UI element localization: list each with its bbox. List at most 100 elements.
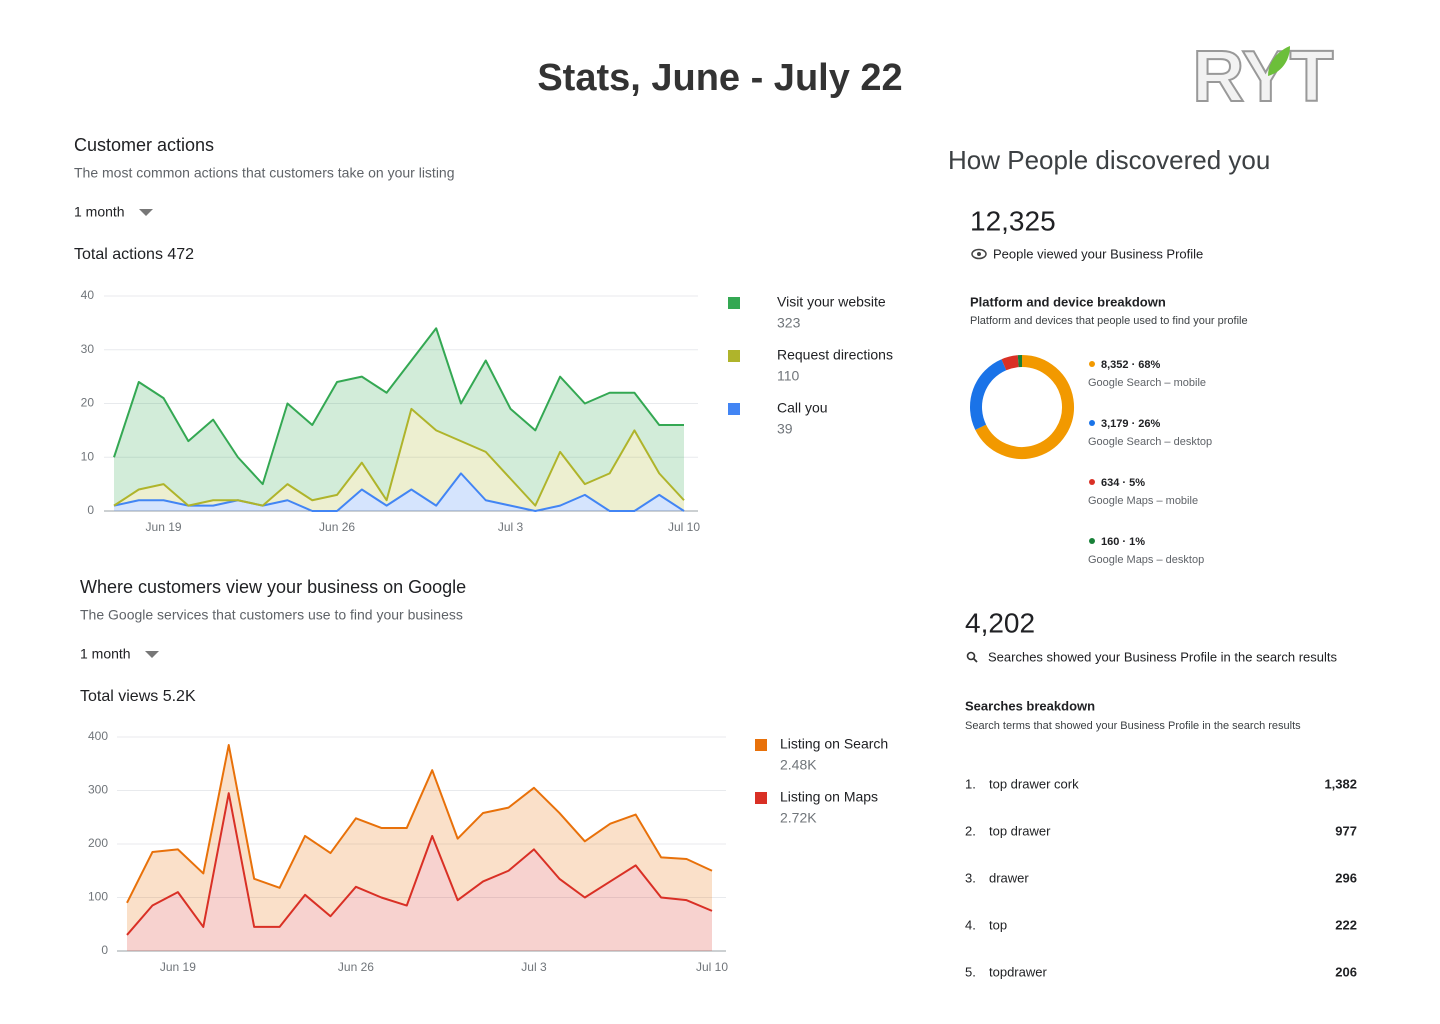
legend-total: 110 — [777, 368, 800, 384]
y-tick-label: 40 — [81, 288, 95, 302]
search-icon-handle — [972, 657, 978, 663]
row-count: 977 — [1335, 823, 1357, 838]
donut-slice — [1001, 355, 1019, 371]
y-tick-label: 300 — [88, 783, 108, 797]
views-label: People viewed your Business Profile — [993, 246, 1203, 261]
legend-total: 2.48K — [780, 757, 817, 773]
donut-value-label: 8,352 · 68% — [1101, 359, 1161, 371]
y-tick-label: 100 — [88, 890, 108, 904]
section-subtitle: The Google services that customers use t… — [80, 607, 463, 623]
donut-category: Google Maps – desktop — [1088, 554, 1204, 566]
legend-dot — [1089, 361, 1095, 367]
y-tick-label: 10 — [81, 449, 95, 463]
row-rank: 5. — [965, 964, 976, 979]
legend-dot — [1089, 538, 1095, 544]
row-count: 222 — [1335, 917, 1357, 932]
x-tick-label: Jul 3 — [498, 520, 524, 534]
area-line — [113, 472, 685, 512]
legend-swatch — [728, 297, 740, 309]
x-tick-label: Jul 3 — [521, 960, 547, 974]
donut-slice — [975, 355, 1074, 459]
searches-count: 4,202 — [965, 607, 1035, 638]
y-tick-label: 20 — [81, 396, 95, 410]
row-count: 206 — [1335, 964, 1357, 979]
legend-label: Listing on Search — [780, 736, 888, 752]
y-tick-label: 0 — [87, 503, 94, 517]
dropdown-caret[interactable] — [145, 651, 159, 658]
legend-swatch — [755, 792, 767, 804]
section-title: How People discovered you — [948, 145, 1270, 175]
legend-label: Listing on Maps — [780, 789, 878, 805]
searches-label: Searches showed your Business Profile in… — [988, 649, 1338, 664]
x-tick-label: Jun 19 — [160, 960, 196, 974]
y-tick-label: 0 — [101, 943, 108, 957]
row-rank: 4. — [965, 917, 976, 932]
donut-slice — [970, 359, 1007, 430]
y-tick-label: 30 — [81, 342, 95, 356]
donut-subtitle: Platform and devices that people used to… — [970, 315, 1248, 327]
logo: RYT — [1192, 37, 1333, 117]
row-term: top drawer cork — [989, 776, 1079, 791]
area-line — [113, 327, 684, 486]
section-title: Where customers view your business on Go… — [80, 577, 466, 597]
area-line — [126, 744, 713, 904]
total-label: Total views 5.2K — [80, 688, 196, 705]
x-tick-label: Jul 10 — [668, 520, 700, 534]
legend-dot — [1089, 479, 1095, 485]
section-title: Customer actions — [74, 135, 214, 155]
period-selector[interactable]: 1 month — [80, 646, 131, 662]
area-fill — [114, 473, 684, 511]
legend-swatch — [728, 403, 740, 415]
legend-label: Call you — [777, 400, 828, 416]
row-rank: 3. — [965, 870, 976, 885]
y-tick-label: 400 — [88, 729, 108, 743]
row-term: top drawer — [989, 823, 1051, 838]
legend-label: Request directions — [777, 347, 893, 363]
views-count: 12,325 — [970, 205, 1056, 236]
donut-value-label: 160 · 1% — [1101, 536, 1145, 548]
dropdown-caret[interactable] — [139, 209, 153, 216]
breakdown-subtitle: Search terms that showed your Business P… — [965, 720, 1301, 732]
period-selector[interactable]: 1 month — [74, 204, 125, 220]
legend-dot — [1089, 420, 1095, 426]
row-count: 1,382 — [1324, 776, 1357, 791]
donut-value-label: 3,179 · 26% — [1101, 418, 1161, 430]
legend-total: 39 — [777, 421, 793, 437]
row-count: 296 — [1335, 870, 1357, 885]
x-tick-label: Jul 10 — [696, 960, 728, 974]
row-term: drawer — [989, 870, 1029, 885]
search-icon — [966, 651, 976, 661]
row-rank: 2. — [965, 823, 976, 838]
legend-total: 323 — [777, 315, 801, 331]
eye-icon-pupil — [977, 252, 981, 256]
page-title: Stats, June - July 22 — [537, 57, 902, 99]
section-subtitle: The most common actions that customers t… — [74, 165, 455, 181]
eye-icon — [971, 248, 987, 260]
logo-leaf — [1268, 46, 1290, 76]
legend-swatch — [728, 350, 740, 362]
y-tick-label: 200 — [88, 836, 108, 850]
row-rank: 1. — [965, 776, 976, 791]
x-tick-label: Jun 26 — [319, 520, 355, 534]
area-line — [113, 407, 685, 507]
row-term: top — [989, 917, 1007, 932]
area-fill — [114, 328, 684, 506]
area-line — [126, 792, 713, 936]
donut-category: Google Search – desktop — [1088, 436, 1212, 448]
donut-value-label: 634 · 5% — [1101, 477, 1145, 489]
x-tick-label: Jun 26 — [338, 960, 374, 974]
donut-title: Platform and device breakdown — [970, 294, 1166, 309]
breakdown-title: Searches breakdown — [965, 698, 1095, 713]
donut-category: Google Search – mobile — [1088, 377, 1206, 389]
row-term: topdrawer — [989, 964, 1047, 979]
donut-category: Google Maps – mobile — [1088, 495, 1198, 507]
x-tick-label: Jun 19 — [146, 520, 182, 534]
legend-label: Visit your website — [777, 294, 886, 310]
legend-total: 2.72K — [780, 810, 817, 826]
area-fill — [127, 745, 712, 935]
total-label: Total actions 472 — [74, 246, 194, 263]
legend-swatch — [755, 739, 767, 751]
area-fill — [114, 408, 684, 511]
